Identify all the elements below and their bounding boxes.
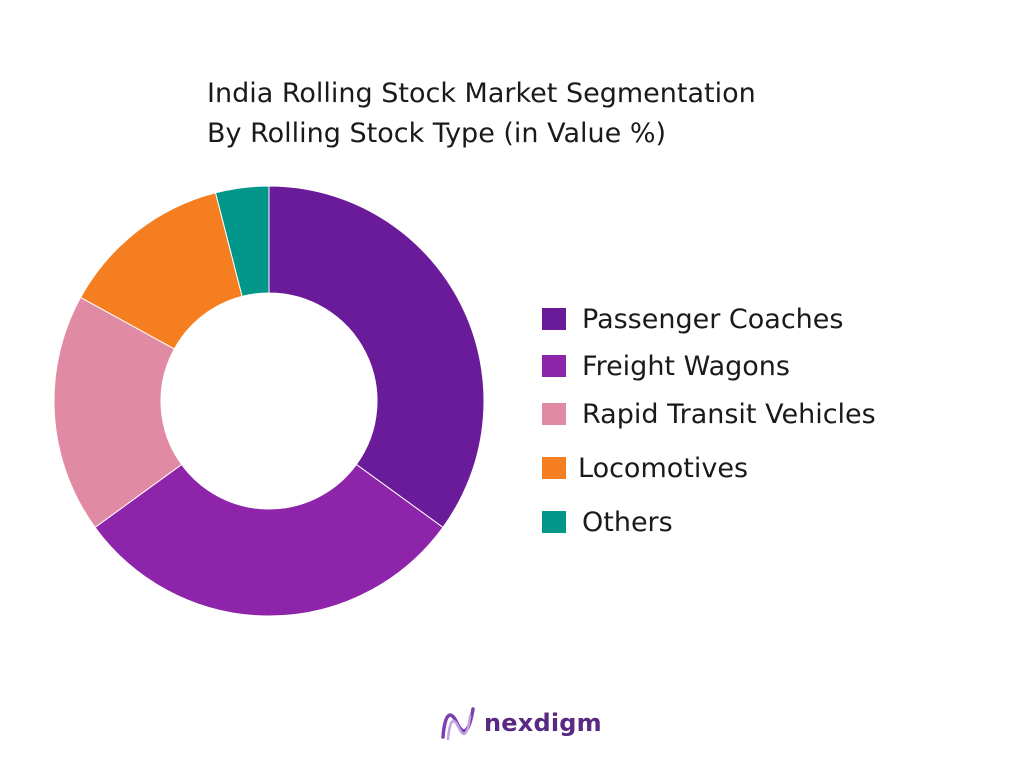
legend-label-rapid-transit-vehicles: Rapid Transit Vehicles: [582, 398, 876, 430]
legend-swatch-passenger-coaches: [542, 308, 566, 330]
legend-item-passenger-coaches: Passenger Coaches: [542, 303, 844, 335]
legend-item-others: Others: [542, 506, 673, 538]
chart-title-line-2: By Rolling Stock Type (in Value %): [207, 118, 667, 149]
chart-title-line-1: India Rolling Stock Market Segmentation: [207, 78, 756, 109]
donut-slice-others: [214, 185, 270, 298]
legend-label-freight-wagons: Freight Wagons: [582, 350, 790, 382]
legend-swatch-rapid-transit-vehicles: [542, 403, 566, 425]
nexdigm-logo: nexdigm: [440, 704, 602, 742]
legend-item-freight-wagons: Freight Wagons: [542, 350, 790, 382]
logo-text: nexdigm: [484, 709, 602, 737]
legend-swatch-others: [542, 511, 566, 533]
legend-swatch-locomotives: [542, 457, 566, 479]
donut-slice-rapid-transit-vehicles: [53, 296, 183, 529]
legend-label-locomotives: Locomotives: [578, 452, 749, 484]
legend-item-locomotives: Locomotives: [542, 452, 749, 484]
legend-label-passenger-coaches: Passenger Coaches: [582, 303, 844, 335]
legend-label-others: Others: [582, 506, 673, 538]
donut-slice-passenger-coaches: [268, 185, 485, 529]
nexdigm-wave-logo-icon: [441, 707, 475, 741]
chart-title: India Rolling Stock Market Segmentation …: [207, 74, 756, 154]
legend-swatch-freight-wagons: [542, 355, 566, 377]
legend-item-rapid-transit-vehicles: Rapid Transit Vehicles: [542, 398, 876, 430]
donut-slice-freight-wagons: [94, 463, 444, 617]
